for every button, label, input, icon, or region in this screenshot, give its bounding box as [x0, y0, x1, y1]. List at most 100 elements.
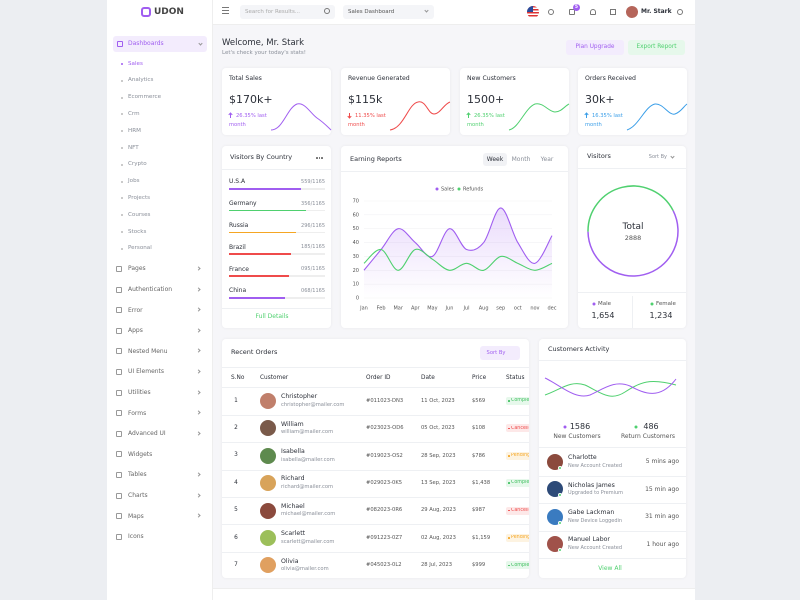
theme-icon[interactable]	[548, 9, 554, 15]
customer-avatar	[260, 447, 276, 464]
submenu-dot	[121, 113, 123, 116]
tab-active[interactable]	[483, 153, 507, 166]
order-status: Cancelled	[511, 507, 529, 513]
tab[interactable]: Week	[486, 155, 504, 163]
order-price: $786	[472, 452, 486, 459]
menu-toggle[interactable]	[222, 13, 229, 14]
menu-item[interactable]: UI Elements	[128, 368, 165, 376]
notification-icon[interactable]	[590, 9, 596, 15]
menu-icon	[116, 389, 122, 396]
menu-item[interactable]: Maps	[128, 512, 144, 520]
tab[interactable]: Month	[511, 155, 531, 163]
user-avatar[interactable]	[626, 6, 638, 18]
activity-label: New Customers	[553, 433, 601, 441]
menu-item[interactable]: Error	[128, 306, 143, 314]
serial-number: 3	[234, 452, 238, 459]
submenu-item[interactable]: Jobs	[128, 178, 140, 185]
submenu-item[interactable]: Crm	[128, 111, 140, 118]
submenu-dot	[121, 247, 123, 250]
menu-item[interactable]: Widgets	[128, 450, 153, 458]
stat-title: Total Sales	[229, 75, 262, 83]
submenu-item[interactable]: Courses	[128, 211, 151, 218]
full-details-link[interactable]: Full Details	[255, 313, 289, 321]
donut-total: 2888	[624, 234, 642, 243]
order-date: 13 Sep, 2023	[421, 480, 456, 487]
search-placeholder: Search for Results...	[245, 8, 301, 15]
order-price: $108	[472, 425, 486, 432]
order-status: Completed	[511, 562, 529, 568]
search-box[interactable]	[240, 5, 335, 19]
settings-icon[interactable]	[677, 9, 683, 15]
menu-item[interactable]: Tables	[128, 471, 147, 479]
view-all-link[interactable]: View All	[598, 565, 622, 573]
progress-bar	[229, 209, 306, 212]
submenu-item[interactable]: Stocks	[128, 228, 147, 235]
menu-item[interactable]: Forms	[128, 409, 147, 417]
menu-item[interactable]: Authentication	[128, 286, 173, 293]
progress-bar	[229, 188, 301, 190]
progress-bar	[229, 297, 285, 299]
order-date: 05 Oct, 2023	[421, 425, 455, 432]
sort-button[interactable]: Sort By	[648, 154, 667, 160]
menu-item[interactable]: Pages	[128, 265, 146, 273]
plan-upgrade-button[interactable]	[566, 40, 624, 55]
country-count: 068/1165	[301, 288, 325, 294]
plan-upgrade-label: Plan Upgrade	[575, 44, 615, 51]
tab[interactable]: Year	[540, 155, 554, 163]
order-id: #019023-OS2	[366, 452, 403, 459]
column-header: Date	[421, 374, 435, 381]
submenu-item[interactable]: NFT	[128, 144, 139, 151]
country-name: China	[229, 287, 247, 295]
menu-active-bg[interactable]	[113, 36, 207, 52]
menu-item[interactable]: Advanced UI	[128, 430, 166, 438]
menu-item[interactable]: Apps	[128, 327, 143, 335]
customer-avatar	[260, 502, 276, 519]
status-pill	[506, 451, 529, 460]
export-report-button[interactable]	[628, 40, 685, 55]
menu-item[interactable]: Nested Menu	[128, 347, 168, 355]
menu-toggle[interactable]	[222, 10, 229, 11]
select-box[interactable]	[343, 5, 434, 19]
menu-item[interactable]: Utilities	[128, 389, 151, 396]
row-divider	[222, 414, 529, 416]
status-dot	[508, 564, 510, 567]
more-dot[interactable]	[316, 157, 318, 159]
row-divider	[222, 469, 529, 471]
activity-name: Gabe Lackman	[568, 509, 615, 517]
card-title: Visitors	[587, 152, 611, 161]
submenu-item[interactable]: Analytics	[128, 77, 154, 84]
menu-item[interactable]: Charts	[128, 492, 148, 499]
submenu-item[interactable]: Crypto	[128, 161, 147, 168]
submenu-item[interactable]: HRM	[128, 127, 141, 134]
status-pill	[506, 506, 529, 515]
cart-icon[interactable]	[569, 9, 575, 15]
online-dot	[558, 466, 562, 470]
order-status: Cancelled	[511, 425, 529, 431]
fullscreen-icon[interactable]	[610, 9, 616, 15]
column-header: Status	[506, 374, 525, 381]
divider	[222, 387, 529, 388]
menu-toggle[interactable]	[222, 7, 229, 8]
activity-action: New Device Loggedin	[568, 517, 623, 524]
menu-icon	[116, 533, 122, 540]
submenu-item[interactable]: Sales	[128, 60, 143, 67]
more-dot[interactable]	[318, 157, 320, 159]
serial-number: 5	[234, 507, 238, 514]
submenu-item[interactable]: Projects	[128, 195, 151, 202]
activity-name: Charlotte	[568, 454, 597, 462]
order-status: Pending	[511, 535, 529, 541]
order-date: 02 Aug, 2023	[421, 534, 456, 541]
menu-icon	[116, 451, 122, 458]
order-id: #091223-0Z7	[366, 534, 403, 541]
customer-email: richard@mailer.com	[281, 484, 334, 491]
submenu-item[interactable]: Ecommerce	[128, 94, 162, 101]
more-dot[interactable]	[321, 157, 323, 159]
notification-count: 5	[574, 4, 579, 10]
activity-action: New Account Created	[568, 545, 623, 552]
menu-item[interactable]: Icons	[128, 533, 144, 541]
sort-button[interactable]	[480, 346, 520, 360]
order-date: 11 Oct, 2023	[421, 397, 455, 404]
order-price: $569	[472, 397, 486, 404]
submenu-item[interactable]: Personal	[128, 245, 152, 252]
